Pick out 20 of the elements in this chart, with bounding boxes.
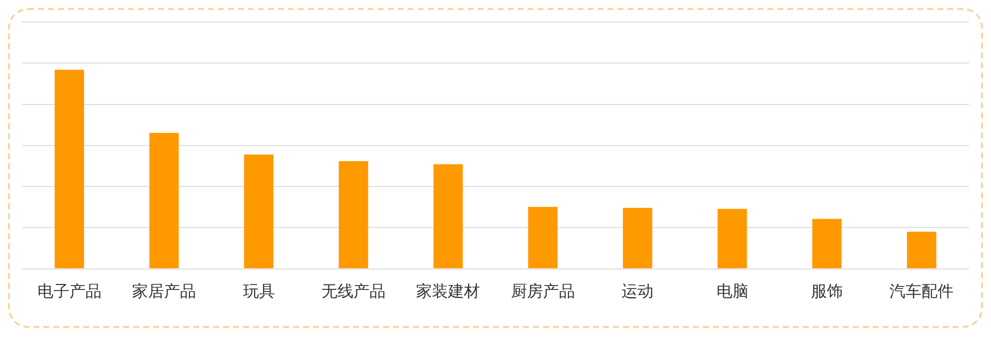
x-tick-label: 电子产品 [37, 282, 102, 301]
x-tick-label: 汽车配件 [890, 282, 954, 301]
x-tick-label: 家装建材 [416, 282, 480, 301]
bar [433, 164, 463, 268]
bar [812, 218, 842, 268]
x-tick-label: 电脑 [716, 282, 748, 301]
x-tick-label: 家居产品 [132, 282, 196, 301]
bar [718, 208, 747, 268]
x-tick-label: 服饰 [810, 282, 843, 301]
bar [528, 206, 558, 268]
bar [906, 232, 936, 268]
x-tick-label: 运动 [622, 282, 654, 301]
bar [338, 161, 368, 268]
bar [622, 208, 652, 268]
bar [244, 154, 274, 268]
x-tick-label: 厨房产品 [510, 282, 575, 301]
bar [149, 132, 179, 268]
x-tick-label: 玩具 [242, 282, 275, 301]
x-tick-label: 无线产品 [321, 282, 386, 301]
bar [54, 70, 84, 268]
